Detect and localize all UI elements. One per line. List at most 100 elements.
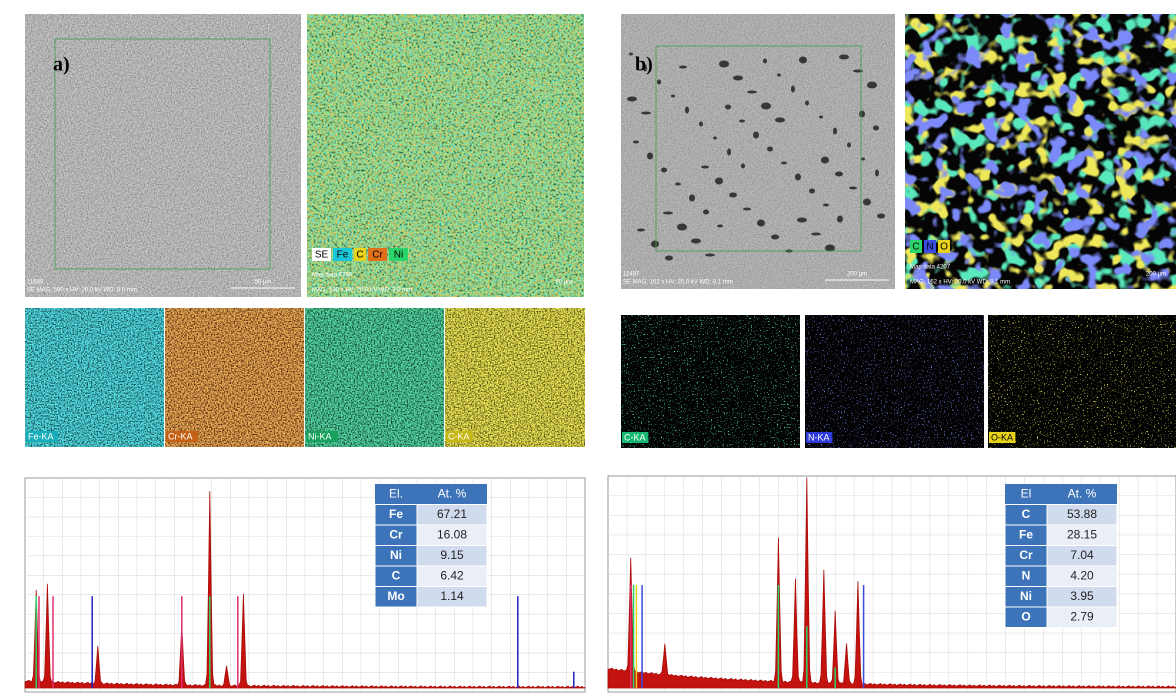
table-header-cell: At. % — [1068, 486, 1097, 500]
element-texture — [445, 308, 585, 447]
dark-spot — [823, 204, 829, 207]
element-label: C-KA — [448, 431, 470, 441]
dark-spot — [729, 193, 737, 198]
element-label: N-KA — [808, 432, 830, 442]
legend-label: O — [940, 242, 948, 253]
dark-spot — [805, 101, 809, 106]
dark-spot — [849, 187, 857, 190]
table-value: 2.79 — [1070, 609, 1094, 623]
dark-spot — [633, 141, 639, 144]
dark-spot — [733, 76, 743, 81]
element-texture — [305, 308, 444, 447]
scale-label: 200 µm — [1146, 272, 1166, 278]
element-texture — [805, 315, 984, 448]
dark-spot — [877, 214, 885, 219]
map-info: Map data 4207 — [910, 265, 951, 271]
dark-spot — [641, 112, 651, 115]
table-element: Cr — [389, 527, 403, 541]
dark-spot — [873, 126, 879, 131]
table-element: C — [392, 568, 401, 582]
sem-id: 11580 — [27, 280, 44, 286]
dark-spot — [691, 239, 701, 244]
dark-spot — [837, 216, 843, 223]
sem-info: SE MAG: 162 x HV: 20.0 kV WD: 9.1 mm — [623, 280, 733, 286]
dark-spot — [719, 61, 729, 68]
dark-spot — [747, 91, 757, 94]
table-value: 16.08 — [437, 527, 467, 541]
dark-spot — [677, 224, 687, 231]
map-info: MAG: 162 x HV: 20.0 kV WD: 9.1 mm — [910, 280, 1010, 286]
dark-spot — [863, 199, 871, 206]
dark-spot — [705, 254, 715, 257]
table-header-cell: At. % — [438, 486, 467, 500]
dark-spot — [819, 116, 823, 119]
sem-texture — [621, 14, 895, 289]
dark-spot — [811, 233, 821, 236]
dark-spot — [685, 107, 689, 114]
table-element: Ni — [390, 548, 402, 562]
dark-spot — [665, 256, 673, 261]
table-value: 28.15 — [1067, 527, 1097, 541]
dark-spot — [739, 120, 745, 123]
dark-spot — [809, 189, 815, 194]
legend-label: C — [356, 250, 363, 261]
element-texture — [165, 308, 304, 447]
table-element: C — [1022, 507, 1031, 521]
dark-spot — [859, 111, 865, 118]
dark-spot — [771, 235, 779, 240]
dark-spot — [741, 164, 745, 169]
table-element: Cr — [1019, 548, 1033, 562]
dark-spot — [795, 174, 801, 181]
element-label: Cr-KA — [168, 431, 193, 441]
table-value: 6.42 — [440, 568, 464, 582]
scale-label: 50 µm — [255, 280, 272, 286]
dark-spot — [839, 55, 849, 60]
dark-spot — [791, 86, 795, 93]
table-header-cell: El — [1021, 486, 1032, 500]
legend-label: SE — [315, 250, 329, 261]
dark-spot — [713, 137, 717, 140]
table-value: 67.21 — [437, 507, 467, 521]
dark-spot — [725, 105, 731, 110]
dark-spot — [701, 166, 709, 169]
dark-spot — [651, 241, 659, 248]
dark-spot — [661, 168, 667, 173]
table-value: 3.95 — [1070, 589, 1094, 603]
legend-label: Fe — [337, 250, 349, 261]
dark-spot — [637, 229, 645, 232]
dark-spot — [629, 53, 633, 56]
dark-spot — [757, 220, 765, 227]
dark-spot — [833, 128, 837, 135]
dark-spot — [679, 66, 687, 69]
table-element: Ni — [1020, 589, 1032, 603]
map-info: Map data 4256 — [312, 273, 353, 279]
scale-label: 50 µm — [556, 280, 573, 286]
element-label: C-KA — [624, 432, 646, 442]
dark-spot — [835, 172, 843, 177]
dark-spot — [657, 80, 661, 85]
dark-spot — [663, 212, 673, 215]
element-label: Fe-KA — [28, 431, 54, 441]
table-value: 7.04 — [1070, 548, 1094, 562]
table-element: N — [1022, 568, 1031, 582]
dark-spot — [727, 149, 731, 156]
dark-spot — [777, 74, 781, 77]
legend-label: Cr — [372, 250, 383, 261]
dark-spot — [763, 59, 767, 64]
element-label: O-KA — [991, 432, 1013, 442]
dark-spot — [761, 103, 771, 110]
panel-label: b) — [635, 54, 653, 76]
sem-id: 11487 — [623, 272, 640, 278]
table-value: 1.14 — [440, 589, 464, 603]
element-texture — [25, 308, 164, 447]
dark-spot — [647, 153, 653, 160]
dark-spot — [847, 143, 851, 148]
scale-label: 200 µm — [847, 272, 867, 278]
table-element: O — [1021, 609, 1030, 623]
dark-spot — [781, 162, 787, 165]
dark-spot — [715, 178, 723, 185]
table-element: Fe — [1019, 527, 1033, 541]
dark-spot — [743, 208, 751, 211]
element-texture — [621, 315, 800, 448]
dark-spot — [867, 82, 877, 89]
